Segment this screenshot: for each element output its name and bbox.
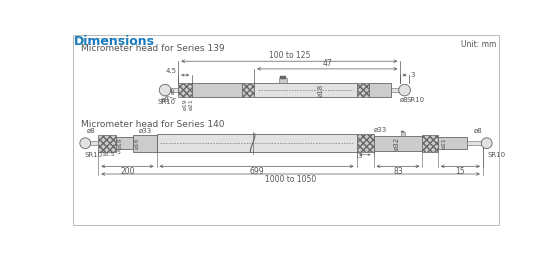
Text: ø32: ø32	[394, 137, 400, 150]
Text: ø19: ø19	[182, 98, 187, 110]
Bar	[254, 83, 357, 97]
Text: 5: 5	[117, 150, 121, 155]
Bar	[357, 134, 373, 153]
Bar	[171, 88, 178, 92]
Bar	[357, 83, 369, 97]
Bar	[438, 137, 466, 149]
Text: SR10: SR10	[84, 153, 103, 158]
Text: ø21: ø21	[441, 137, 446, 149]
Bar	[192, 83, 242, 97]
Text: ø8: ø8	[170, 87, 175, 94]
Bar	[133, 135, 157, 152]
Text: 4.5: 4.5	[166, 68, 177, 74]
Bar	[369, 83, 391, 97]
Text: 1000 to 1050: 1000 to 1050	[265, 175, 316, 184]
Bar	[466, 141, 482, 145]
Text: ø16: ø16	[134, 137, 140, 149]
Bar	[242, 83, 254, 97]
Text: 699: 699	[249, 168, 264, 176]
Text: ø33: ø33	[374, 127, 387, 133]
Bar	[373, 135, 422, 151]
Circle shape	[481, 138, 492, 149]
Bar	[401, 130, 404, 133]
Bar	[116, 137, 133, 149]
Text: Dimensions: Dimensions	[74, 36, 155, 48]
Bar	[157, 134, 357, 153]
Circle shape	[159, 84, 171, 96]
Text: 16.5: 16.5	[102, 152, 115, 157]
Bar	[178, 83, 192, 97]
Bar	[280, 76, 286, 79]
Text: 3: 3	[357, 153, 362, 159]
Text: ø19: ø19	[118, 137, 123, 149]
Text: Micrometer head for Series 140: Micrometer head for Series 140	[80, 120, 224, 129]
Text: ø21: ø21	[188, 98, 193, 110]
Text: 47: 47	[323, 59, 332, 68]
Text: 15: 15	[455, 168, 465, 176]
Circle shape	[399, 84, 410, 96]
Bar	[401, 133, 405, 135]
Bar	[98, 135, 116, 152]
Text: ø33: ø33	[138, 128, 152, 134]
Text: SR10: SR10	[407, 97, 425, 103]
Circle shape	[80, 138, 90, 149]
Bar	[391, 88, 399, 92]
Text: SR10: SR10	[488, 153, 506, 158]
Bar	[422, 135, 438, 152]
Bar	[279, 78, 287, 83]
Bar	[90, 141, 101, 145]
Text: SR10: SR10	[158, 99, 176, 105]
Text: 83: 83	[393, 168, 403, 176]
Text: ø8: ø8	[87, 128, 95, 134]
Text: ø18: ø18	[318, 83, 324, 97]
Text: 200: 200	[120, 168, 134, 176]
Text: Micrometer head for Series 139: Micrometer head for Series 139	[80, 44, 224, 53]
Text: ø8: ø8	[400, 97, 409, 103]
Text: ø8: ø8	[474, 128, 483, 134]
Text: 3: 3	[410, 72, 415, 78]
Text: 100 to 125: 100 to 125	[268, 51, 310, 60]
Text: Unit: mm: Unit: mm	[460, 40, 496, 49]
Text: ø8: ø8	[161, 97, 170, 103]
